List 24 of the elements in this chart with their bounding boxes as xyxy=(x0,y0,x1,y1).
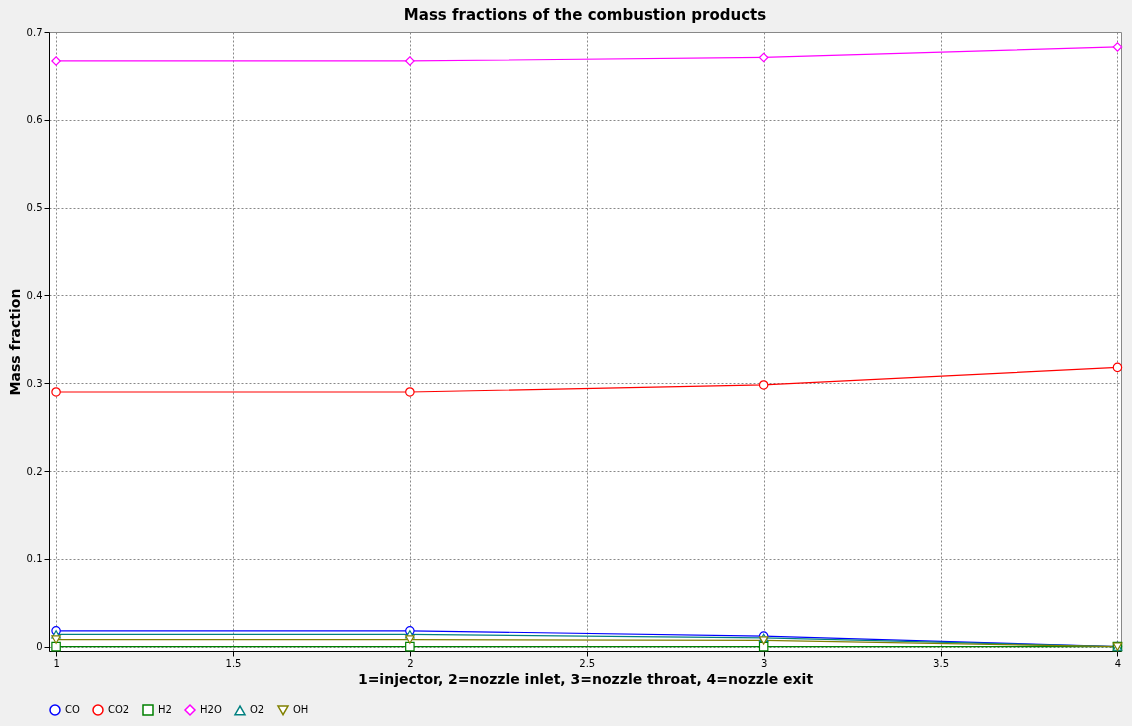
y-tick-label: 0.3 xyxy=(26,377,43,389)
legend-label: CO2 xyxy=(108,704,130,715)
legend-label: CO xyxy=(65,704,80,715)
y-tick-label: 0.6 xyxy=(26,114,43,126)
y-axis-title: Mass fraction xyxy=(6,288,23,396)
x-tick-label: 4 xyxy=(1114,657,1122,669)
x-tick-label: 1.5 xyxy=(225,657,242,669)
legend-label: H2O xyxy=(200,704,222,715)
y-tick-label: 0.7 xyxy=(26,26,43,38)
legend-label: H2 xyxy=(158,704,172,715)
chart-title: Mass fractions of the combustion products xyxy=(403,6,767,24)
y-tick-label: 0.4 xyxy=(26,289,43,301)
y-tick-label: 0 xyxy=(36,641,43,653)
x-axis-title: 1=injector, 2=nozzle inlet, 3=nozzle throat, 4=nozzle exit xyxy=(357,670,814,687)
legend-label: OH xyxy=(293,704,309,716)
legend-label: O2 xyxy=(250,704,265,716)
x-tick-label: 2.5 xyxy=(579,657,596,669)
x-tick-label: 3 xyxy=(760,657,768,669)
y-tick-label: 0.2 xyxy=(26,465,43,477)
x-tick-label: 2 xyxy=(407,657,414,669)
x-tick-label: 1 xyxy=(53,657,60,669)
y-tick-label: 0.5 xyxy=(26,202,43,214)
x-tick-label: 3.5 xyxy=(933,657,950,669)
y-tick-label: 0.1 xyxy=(26,553,43,565)
